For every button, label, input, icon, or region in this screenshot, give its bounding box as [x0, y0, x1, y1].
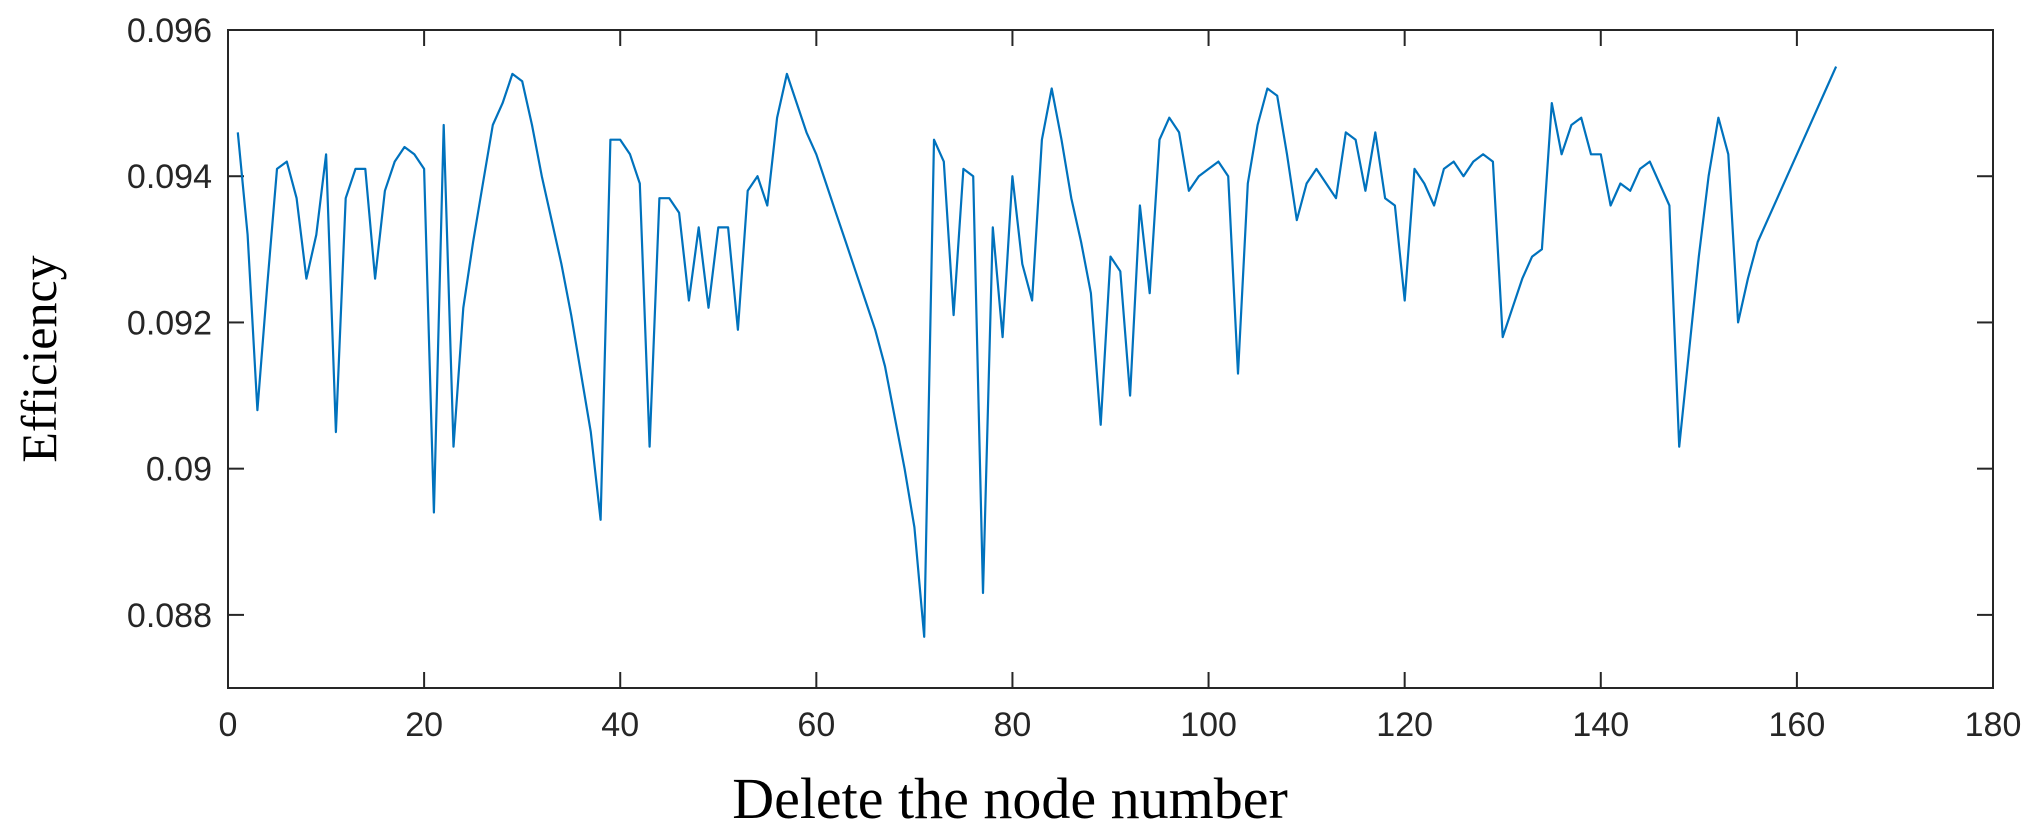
x-tick-label: 20 [405, 706, 443, 744]
x-tick-label: 140 [1572, 706, 1629, 744]
y-axis-title: Efficiency [11, 255, 67, 462]
x-axis-ticks: 0 20 40 60 80 100 120 140 160 180 [219, 30, 2022, 744]
x-tick-label: 80 [994, 706, 1032, 744]
y-tick-label: 0.088 [127, 597, 212, 635]
plot-area [227, 29, 1994, 689]
y-tick-label: 0.096 [127, 12, 212, 50]
x-tick-label: 60 [797, 706, 835, 744]
y-tick-label: 0.09 [146, 451, 212, 489]
y-tick-label: 0.094 [127, 158, 212, 196]
x-tick-label: 0 [219, 706, 238, 744]
x-axis-title: Delete the node number [732, 766, 1288, 831]
x-tick-label: 180 [1965, 706, 2022, 744]
x-tick-label: 100 [1180, 706, 1237, 744]
y-axis-ticks: 0.088 0.09 0.092 0.094 0.096 [127, 12, 1993, 635]
y-tick-label: 0.092 [127, 304, 212, 342]
x-tick-label: 160 [1769, 706, 1826, 744]
x-tick-label: 120 [1376, 706, 1433, 744]
efficiency-series-line [236, 66, 1838, 638]
x-tick-label: 40 [601, 706, 639, 744]
